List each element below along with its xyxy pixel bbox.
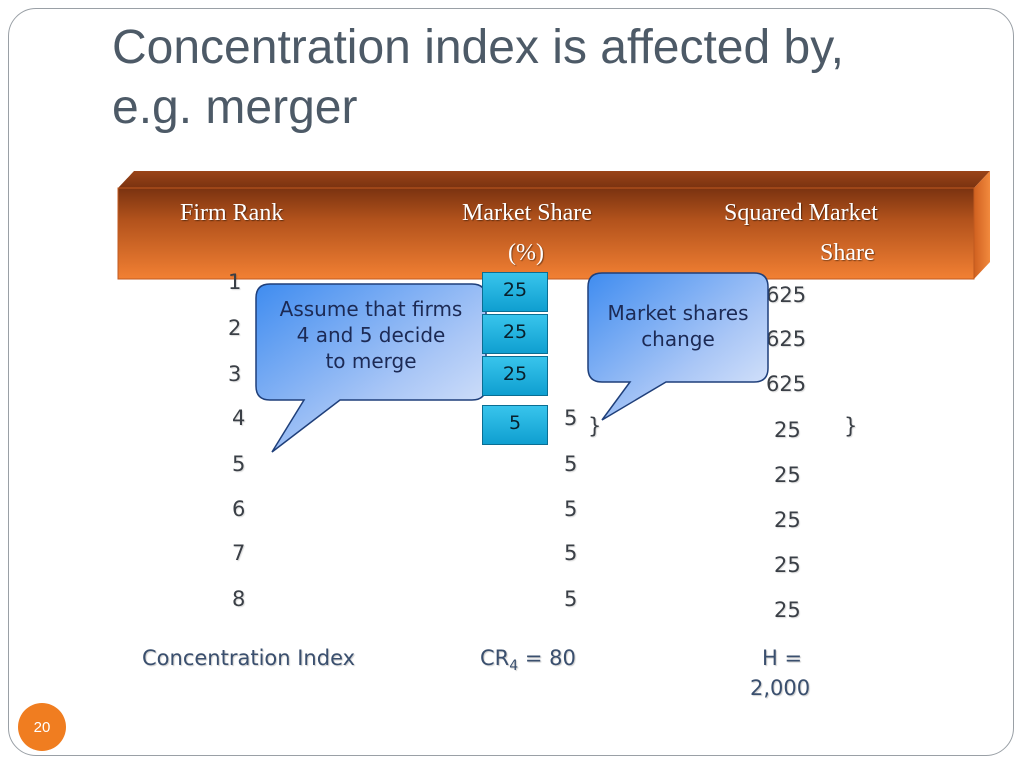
rank-cell: 7 — [232, 541, 246, 565]
slide-title: Concentration index is affected by, e.g.… — [112, 18, 972, 138]
cr4-value: CR4 = 80 — [480, 646, 576, 674]
title-line-1: Concentration index is affected by, — [112, 21, 844, 74]
h-value: 2,000 — [750, 676, 811, 700]
squared-cell: 625 — [766, 372, 807, 396]
squared-cell: 25 — [774, 418, 801, 442]
squared-cell: 25 — [774, 553, 801, 577]
slide-number-badge: 20 — [18, 703, 66, 751]
squared-cell: 25 — [774, 463, 801, 487]
cr-value: = 80 — [518, 646, 576, 670]
header-squared-share: Squared Market — [724, 200, 878, 226]
rank-cell: 6 — [232, 497, 246, 521]
callout-left-text: Assume that firms 4 and 5 decide to merg… — [256, 296, 486, 374]
share-cell: 5 — [564, 406, 578, 430]
share-overlay-box: 25 — [482, 272, 548, 312]
callout-right-text: Market shares change — [588, 300, 768, 352]
cr-subscript: 4 — [509, 658, 519, 675]
rank-cell: 8 — [232, 587, 246, 611]
h-label: H = — [762, 646, 803, 670]
callout-right-shape — [587, 272, 769, 421]
header-market-share: Market Share — [462, 200, 592, 226]
merge-brace: } — [588, 414, 602, 438]
concentration-index-label: Concentration Index — [142, 646, 356, 670]
rank-cell: 5 — [232, 452, 246, 476]
callout-left-line: Assume that firms — [279, 297, 463, 321]
header-market-share-unit: (%) — [508, 240, 544, 266]
share-overlay-box: 25 — [482, 314, 548, 354]
share-overlay-box: 25 — [482, 356, 548, 396]
share-overlay-box: 5 — [482, 405, 548, 445]
share-cell: 5 — [564, 541, 578, 565]
share-cell: 5 — [564, 452, 578, 476]
rank-cell: 4 — [232, 406, 246, 430]
cr-prefix: CR — [480, 646, 510, 670]
rank-cell: 2 — [228, 316, 242, 340]
callout-left-line: to merge — [325, 349, 417, 373]
header-squared-share-2: Share — [820, 240, 875, 266]
slide-frame — [8, 8, 1014, 756]
share-cell: 5 — [564, 587, 578, 611]
squared-cell: 25 — [774, 508, 801, 532]
callout-left-line: 4 and 5 decide — [296, 323, 446, 347]
merge-brace: } — [844, 414, 858, 438]
callout-right-line: change — [641, 327, 715, 351]
callout-right-line: Market shares — [607, 301, 749, 325]
squared-cell: 625 — [766, 283, 807, 307]
rank-cell: 1 — [228, 270, 242, 294]
rank-cell: 3 — [228, 362, 242, 386]
share-cell: 5 — [564, 497, 578, 521]
squared-cell: 25 — [774, 598, 801, 622]
squared-cell: 625 — [766, 327, 807, 351]
header-firm-rank: Firm Rank — [180, 200, 284, 226]
title-line-2: e.g. merger — [112, 81, 358, 134]
